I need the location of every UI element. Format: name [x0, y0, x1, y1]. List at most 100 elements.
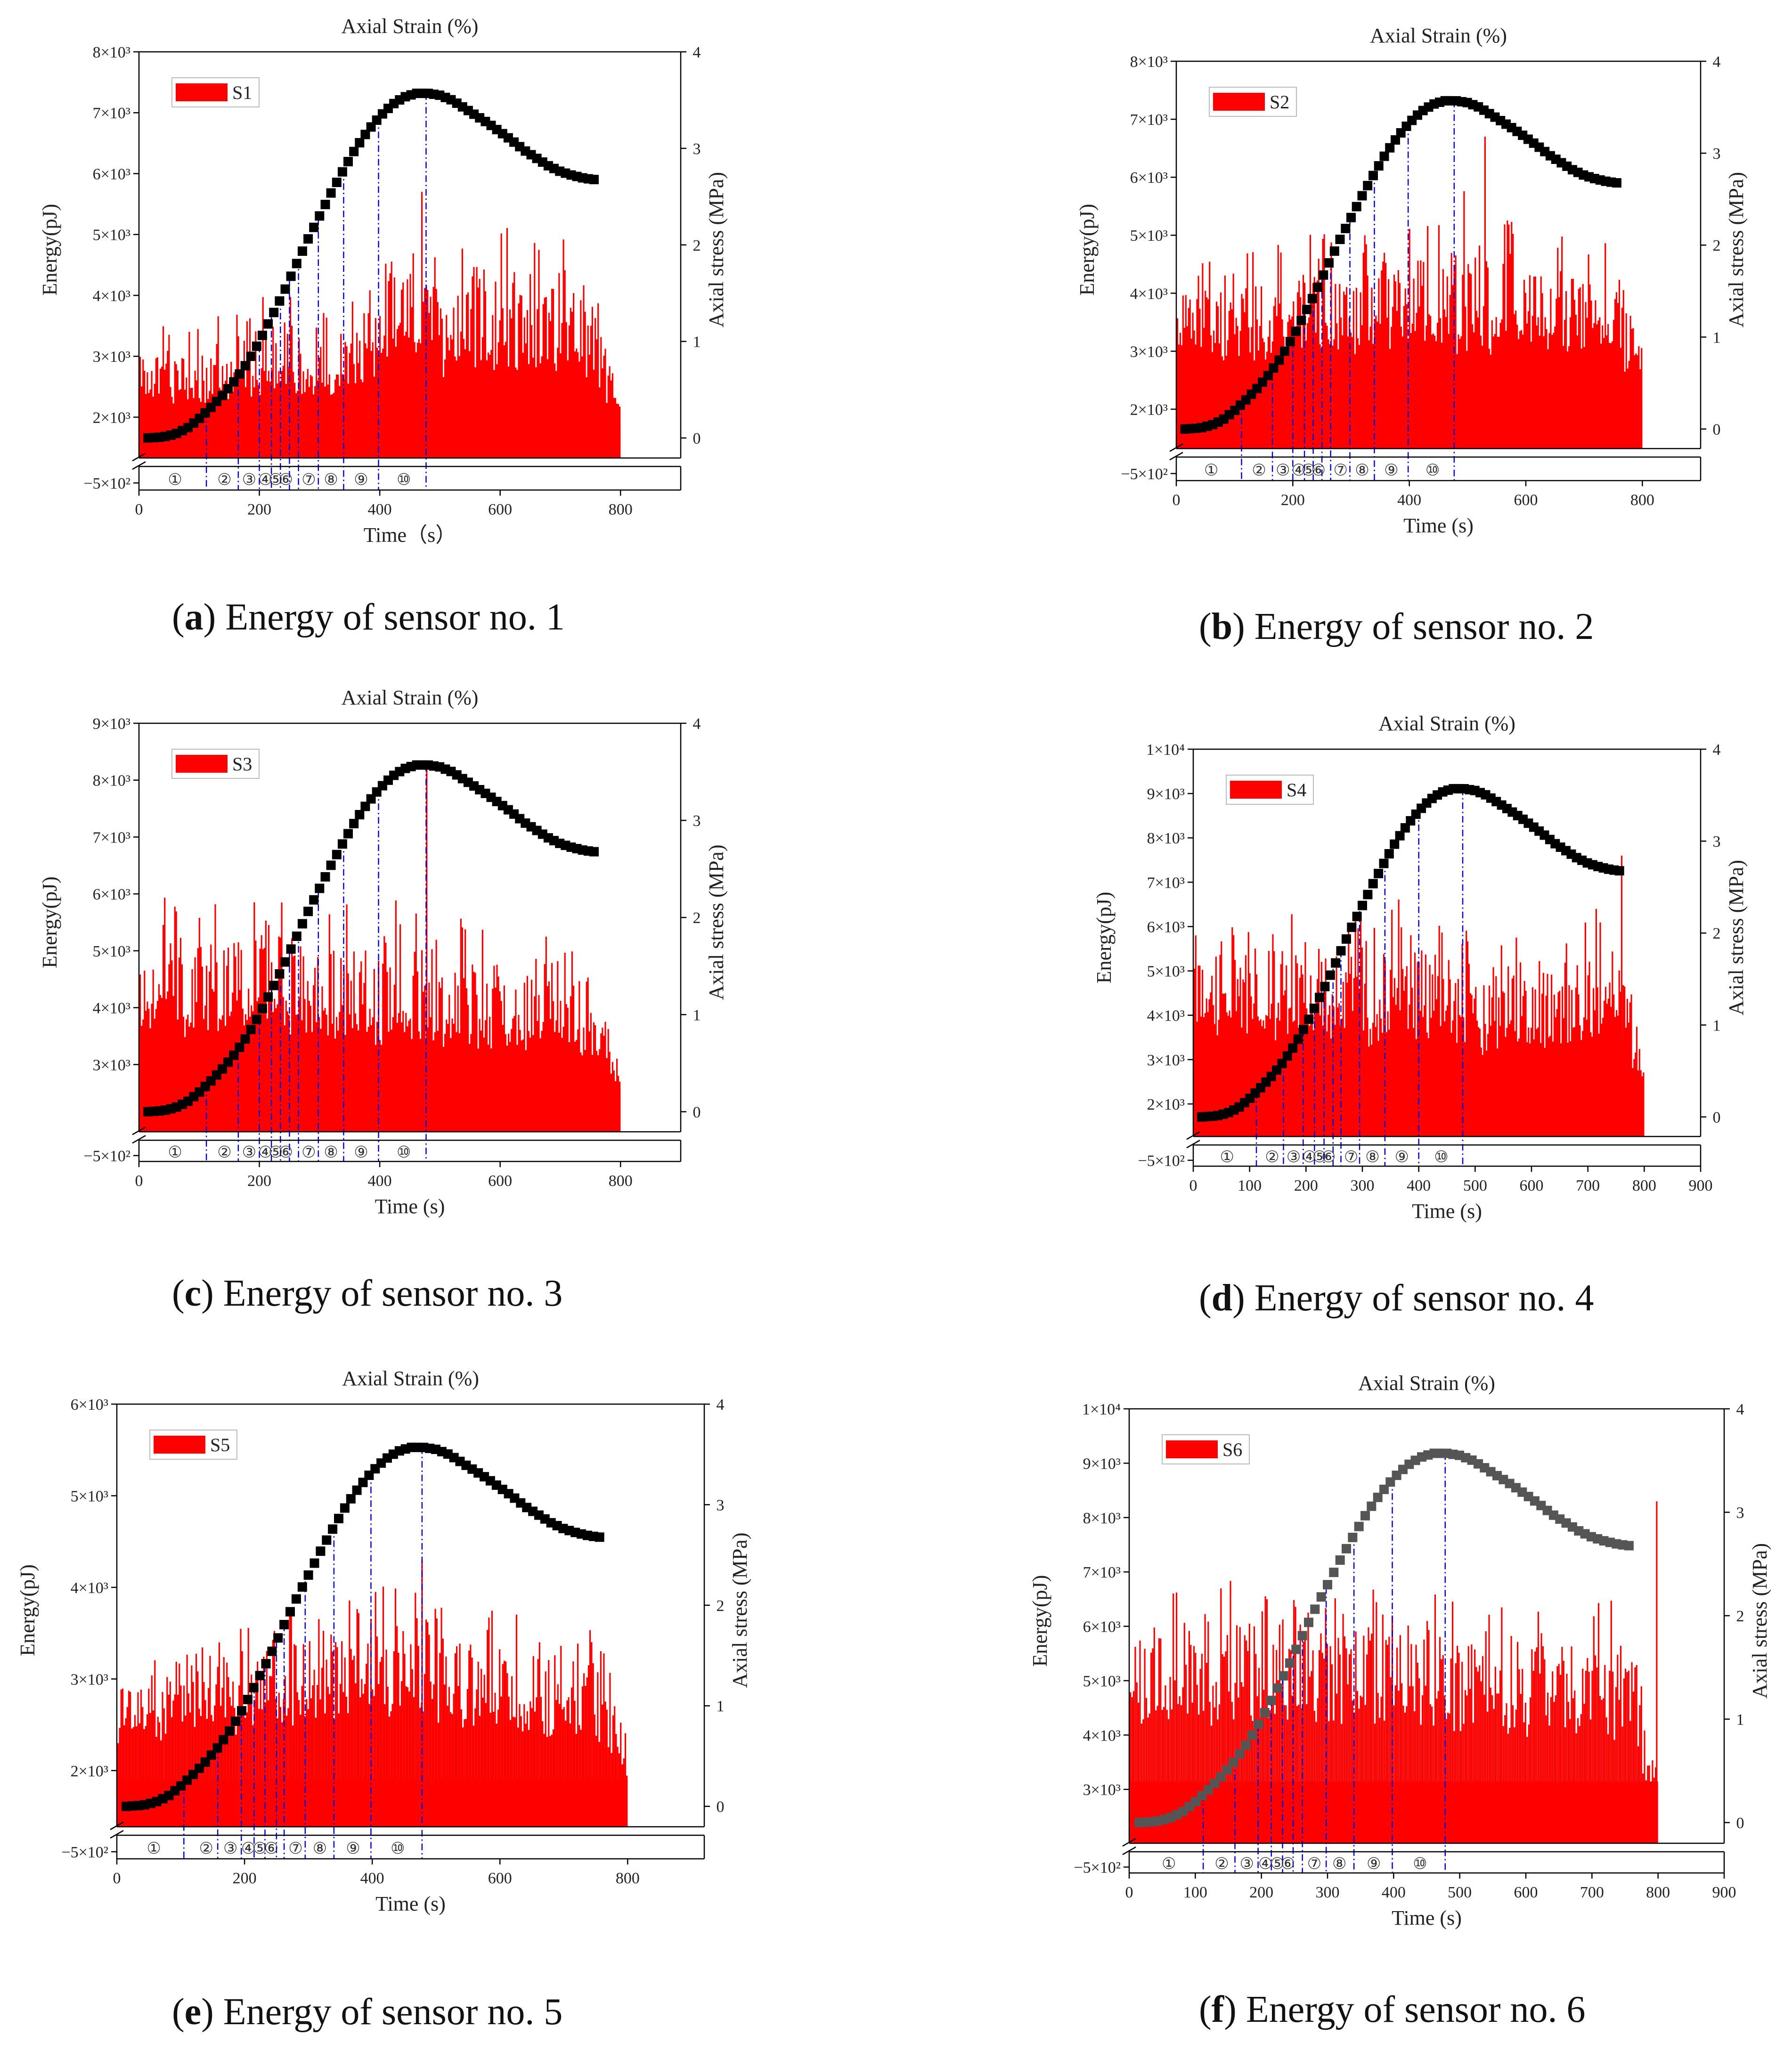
- stress-marker: [1241, 1740, 1251, 1750]
- caption-b: (b) Energy of sensor no. 2: [1199, 606, 1594, 647]
- y-tick-label: 6×10³: [1130, 169, 1168, 187]
- stage-label: ⑩: [397, 470, 411, 489]
- x-tick-label: 200: [247, 501, 271, 518]
- energy-bars: [139, 768, 621, 1132]
- stress-marker: [589, 847, 599, 857]
- stage-label: ⑩: [1425, 461, 1440, 480]
- stress-marker: [315, 211, 325, 221]
- panel-e-chart: 2×10³ 3×10³ 4×10³ 5×10³ 6×10³ −5×10² 0 1 2 3 4 0 200…: [16, 1367, 751, 1915]
- y-tick-label: 2×10³: [1147, 1096, 1185, 1113]
- stress-marker: [267, 1646, 277, 1656]
- y2-tick-label: 1: [693, 1006, 701, 1024]
- stress-marker: [355, 138, 365, 147]
- stress-marker: [240, 361, 250, 371]
- stage-label: ④: [1258, 1855, 1272, 1873]
- stress-marker: [1357, 191, 1367, 201]
- energy-bar-base: [1130, 1781, 1658, 1843]
- legend-swatch: [176, 755, 228, 773]
- stage-label: ⑨: [354, 1143, 368, 1162]
- stage-label: ④: [1302, 1148, 1316, 1167]
- stress-marker: [1335, 235, 1345, 244]
- stress-marker: [1277, 1059, 1287, 1069]
- y-tick-label: 3×10³: [1130, 343, 1168, 360]
- legend-swatch: [176, 83, 228, 101]
- stage-labels: ① ② ③ ④⑤⑥ ⑦ ⑧ ⑨ ⑩: [1162, 1855, 1427, 1873]
- y-tick-label: 3×10³: [93, 1056, 130, 1074]
- stress-marker: [1247, 1730, 1257, 1740]
- stress-marker: [326, 188, 336, 198]
- stress-marker: [1614, 866, 1624, 876]
- stress-marker: [1274, 355, 1284, 365]
- stress-marker: [249, 1683, 259, 1692]
- stage-guides: [205, 765, 427, 1161]
- legend-swatch: [154, 1436, 205, 1454]
- panel-b-chart: 2×10³ 3×10³ 4×10³ 5×10³ 6×10³ 7×10³ 8×10³ −5×10…: [1075, 24, 1748, 537]
- y-tick-label: 8×10³: [93, 44, 130, 61]
- stage-label: ⑥: [279, 470, 293, 489]
- stage-label: ③: [1240, 1855, 1254, 1873]
- stress-curve: [1197, 784, 1624, 1122]
- y-tick-label: 7×10³: [1083, 1564, 1121, 1581]
- stress-marker: [309, 222, 319, 232]
- y-tick-label: 3×10³: [1083, 1782, 1121, 1799]
- y2-tick-label: 1: [1713, 329, 1721, 346]
- stage-label: ①: [1162, 1855, 1176, 1873]
- energy-bar-base: [118, 1779, 628, 1827]
- stress-marker: [1352, 202, 1361, 212]
- stress-marker: [309, 895, 319, 905]
- stage-label: ⑨: [1384, 461, 1398, 480]
- axes: [1169, 60, 1702, 482]
- x-axis-label: Time (s): [1392, 1906, 1462, 1929]
- stress-marker: [280, 957, 290, 967]
- stress-marker: [358, 1478, 368, 1488]
- y-axis-label: Energy(pJ): [38, 876, 61, 968]
- stage-label: ⑤: [269, 1143, 283, 1162]
- y-tick-label: 2×10³: [71, 1763, 108, 1780]
- stage-guides: [1202, 1453, 1446, 1873]
- stress-marker: [269, 308, 279, 318]
- stress-marker: [1358, 900, 1367, 910]
- stress-marker: [340, 1503, 350, 1513]
- caption-letter: a: [184, 597, 204, 638]
- stage-guides: [1255, 788, 1464, 1166]
- stress-marker: [291, 1594, 301, 1604]
- y-tick-label: 4×10³: [1083, 1727, 1121, 1744]
- stress-marker: [1612, 178, 1621, 188]
- y-tick-label: 3×10³: [71, 1671, 108, 1688]
- caption-letter: f: [1211, 1989, 1224, 2030]
- stress-marker: [286, 944, 296, 954]
- y-tick-label: 4×10³: [93, 287, 130, 305]
- y-tick-label: 7×10³: [93, 105, 130, 122]
- legend-label: S2: [1270, 91, 1289, 113]
- stage-label: ⑤: [1270, 1855, 1284, 1873]
- axis-break-mark: [1169, 443, 1183, 461]
- stress-marker: [1320, 981, 1330, 991]
- left-ticks: 2×10³ 3×10³ 4×10³ 5×10³ 6×10³ 7×10³ 8×10³ −5×10…: [1121, 53, 1176, 483]
- stress-marker: [346, 1494, 356, 1504]
- x-tick-label: 300: [1351, 1177, 1375, 1194]
- right-ticks: 0 1 2 3 4: [681, 44, 701, 448]
- stage-label: ②: [217, 470, 231, 489]
- stage-label: ⑩: [397, 1143, 411, 1162]
- y2-axis-label: Axial stress (MPa): [728, 1533, 751, 1688]
- stress-marker: [355, 810, 365, 819]
- y2-axis-label: Axial stress (MPa): [705, 172, 728, 327]
- legend-swatch: [1230, 781, 1282, 799]
- stage-guides: [183, 1447, 423, 1859]
- stress-marker: [360, 801, 370, 811]
- panel-a-chart: 2×10³ 3×10³ 4×10³ 5×10³ 6×10³ 7×10³ 8×10³ −5×10…: [38, 15, 728, 547]
- y-tick-label: 2×10³: [93, 409, 130, 426]
- stress-marker: [1280, 346, 1289, 356]
- y-tick-label: 7×10³: [93, 829, 130, 846]
- stress-marker: [219, 1735, 228, 1745]
- stage-label: ⑦: [301, 470, 316, 489]
- stress-marker: [1341, 223, 1351, 233]
- y2-tick-label: 2: [717, 1597, 725, 1615]
- y-tick-label: 3×10³: [1147, 1052, 1185, 1069]
- stress-marker: [1325, 970, 1335, 980]
- stage-label: ⑥: [264, 1839, 278, 1858]
- stress-marker: [1374, 161, 1384, 171]
- stress-marker: [1229, 1758, 1238, 1767]
- caption-text: Energy of sensor no. 1: [225, 597, 565, 638]
- stress-marker: [237, 1706, 246, 1716]
